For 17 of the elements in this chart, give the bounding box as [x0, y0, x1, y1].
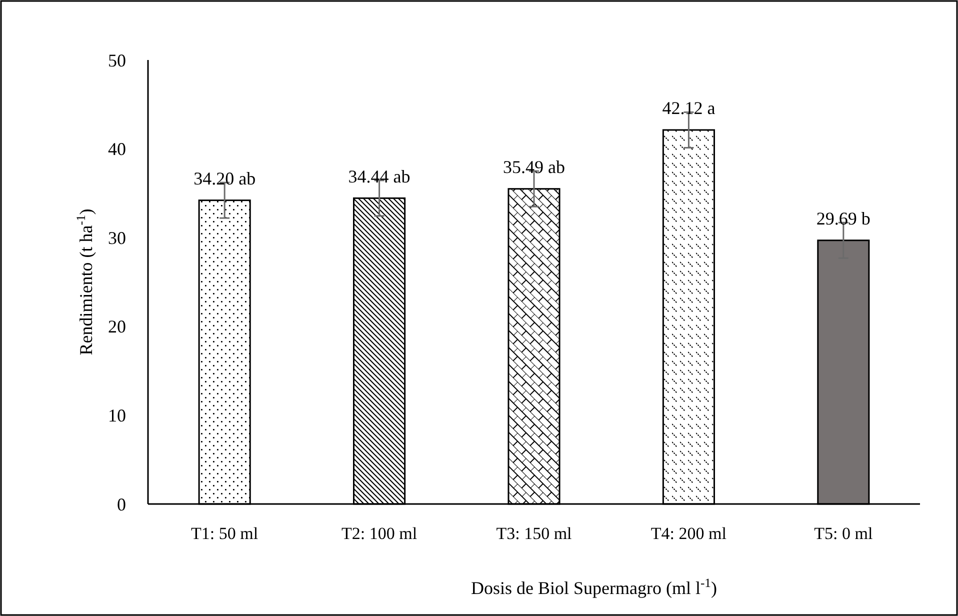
- y-tick-label: 50: [108, 50, 126, 70]
- y-tick-label: 40: [108, 139, 126, 160]
- x-tick-label: T4: 200 ml: [650, 524, 727, 543]
- data-label: 34.20 ab: [194, 168, 256, 189]
- data-label: 29.69 b: [816, 208, 870, 229]
- x-tick-label: T3: 150 ml: [496, 524, 572, 543]
- x-tick-label: T5: 0 ml: [814, 524, 873, 543]
- data-label: 35.49 ab: [503, 157, 565, 178]
- data-label: 34.44 ab: [348, 166, 410, 186]
- y-tick-label: 10: [108, 406, 126, 426]
- y-tick-label: 20: [108, 316, 126, 337]
- x-axis-title: Dosis de Biol Supermagro (ml l$^{-1}$): [471, 576, 717, 598]
- x-tick-label: T1: 50 ml: [191, 524, 258, 543]
- y-tick-label: 0: [117, 494, 126, 514]
- y-tick-label: 30: [108, 228, 126, 248]
- x-tick-label: T2: 100 ml: [342, 524, 418, 543]
- data-label: 42.12 a: [662, 98, 716, 118]
